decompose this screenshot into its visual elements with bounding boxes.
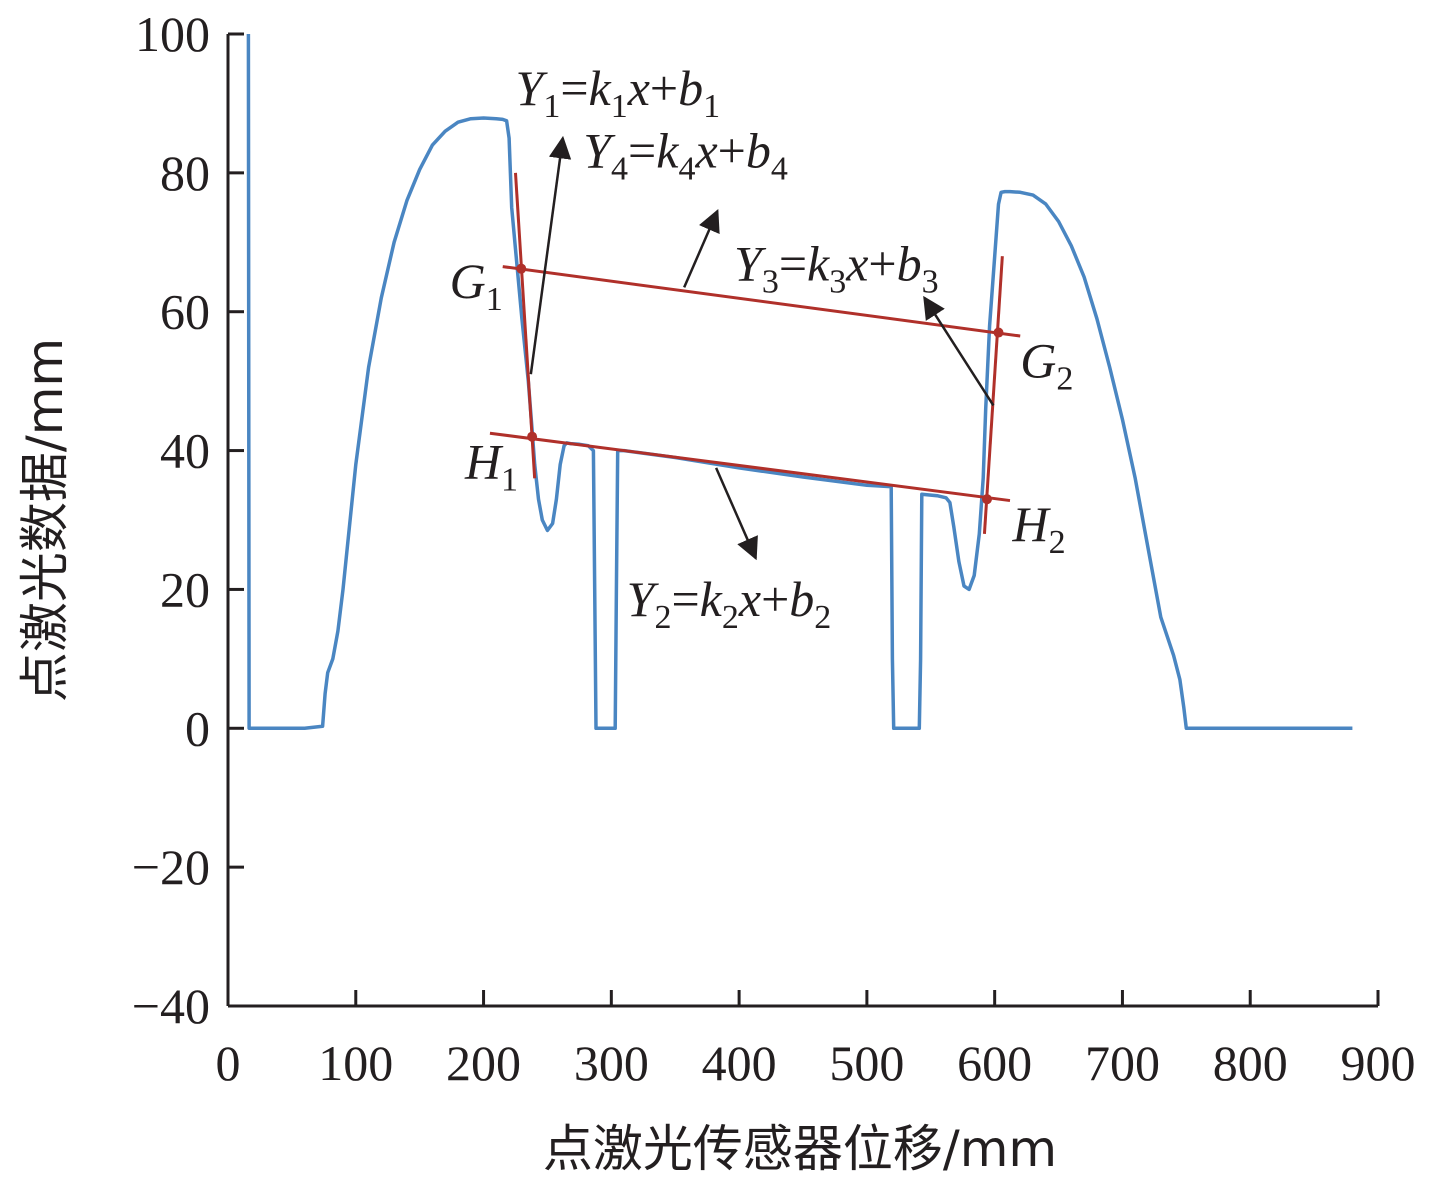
equation-label: Y3=k3x+b3 — [734, 235, 939, 300]
intersection-point — [993, 327, 1004, 338]
x-tick-label: 300 — [574, 1035, 649, 1091]
profile-line — [246, 33, 1353, 731]
x-tick-label: 200 — [446, 1035, 521, 1091]
x-tick-label: 500 — [829, 1035, 904, 1091]
point-label: G2 — [1020, 333, 1073, 398]
intersection-point — [527, 431, 538, 442]
y-tick-label: 0 — [185, 700, 210, 756]
y-tick-label: −20 — [132, 839, 210, 895]
point-label: G1 — [450, 253, 503, 318]
x-axis-title: 点激光传感器位移/mm — [543, 1120, 1057, 1178]
y-tick-label: 40 — [160, 423, 210, 479]
fit-line — [502, 265, 1021, 338]
fit-line — [489, 431, 1011, 503]
annotation-arrow — [923, 295, 995, 407]
point-label: H2 — [1012, 496, 1066, 561]
y-axis-title: 点激光数据/mm — [16, 338, 74, 702]
x-tick-label: 800 — [1213, 1035, 1288, 1091]
x-tick-label: 600 — [957, 1035, 1032, 1091]
annotation-arrow — [529, 135, 572, 375]
x-tick-label: 700 — [1085, 1035, 1160, 1091]
x-tick-label: 0 — [216, 1035, 241, 1091]
intersection-point — [516, 263, 527, 274]
annotation-arrow — [714, 467, 758, 561]
intersection-point — [982, 494, 992, 505]
x-tick-label: 900 — [1341, 1035, 1416, 1091]
plot-area: −40 −20 0 20 40 60 80 100 0 100 200 300 400 500 600 700… — [132, 6, 1416, 1091]
y-tick-label: 20 — [160, 561, 210, 617]
equation-label: Y4=k4x+b4 — [583, 122, 788, 187]
y-tick-label: 60 — [160, 284, 210, 340]
x-tick-label: 100 — [318, 1035, 393, 1091]
equation-label: Y2=k2x+b2 — [627, 571, 832, 636]
y-tick-label: −40 — [132, 978, 210, 1034]
x-tick-label: 400 — [702, 1035, 777, 1091]
y-tick-label: 80 — [160, 145, 210, 201]
y-tick-label: 100 — [135, 6, 210, 62]
fit-line — [514, 172, 537, 479]
equation-label: Y1=k1x+b1 — [516, 60, 721, 125]
point-label: H1 — [464, 433, 518, 498]
annotation-arrow — [683, 208, 720, 288]
fit-line — [982, 256, 1004, 534]
